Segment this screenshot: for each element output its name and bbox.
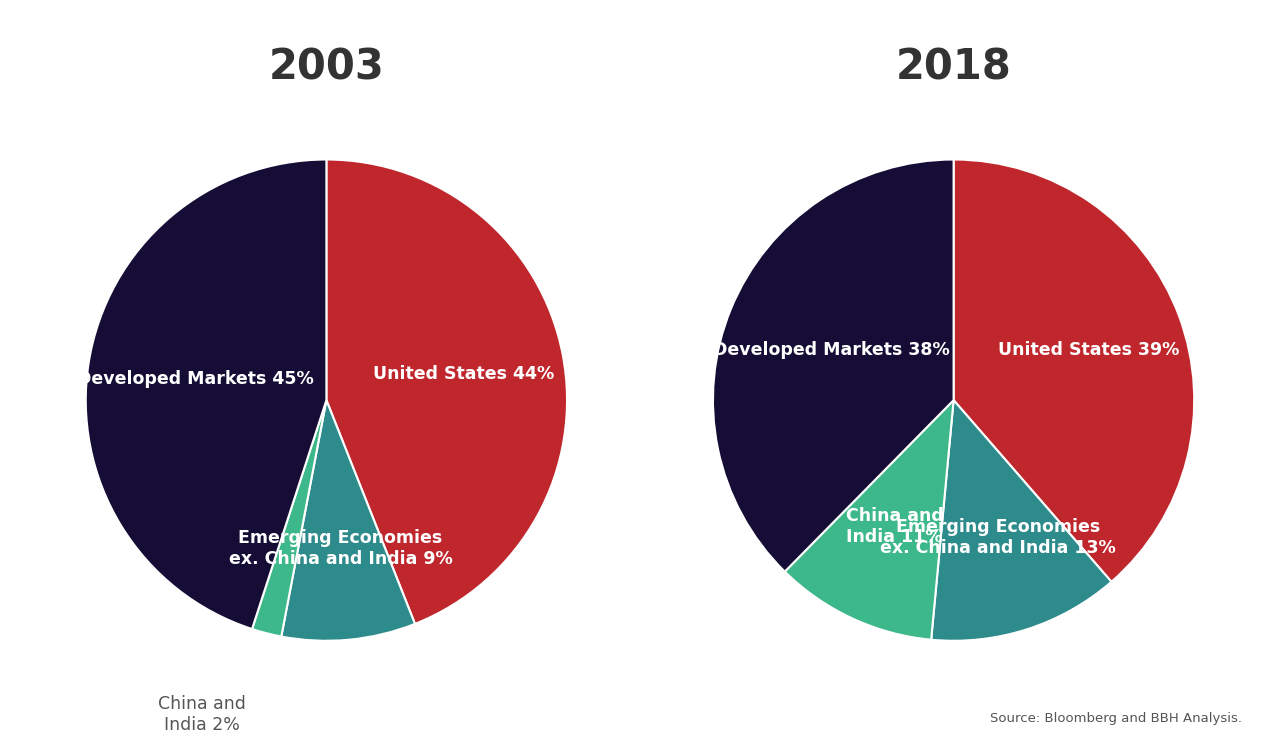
Text: United States 44%: United States 44%	[372, 365, 554, 383]
Title: 2003: 2003	[269, 47, 384, 89]
Wedge shape	[252, 400, 326, 637]
Text: China and
India 2%: China and India 2%	[157, 695, 246, 734]
Text: Source: Bloomberg and BBH Analysis.: Source: Bloomberg and BBH Analysis.	[989, 711, 1242, 725]
Wedge shape	[713, 159, 954, 571]
Wedge shape	[282, 400, 415, 641]
Wedge shape	[785, 400, 954, 639]
Title: 2018: 2018	[896, 47, 1011, 89]
Wedge shape	[326, 159, 567, 624]
Text: United States 39%: United States 39%	[998, 341, 1180, 359]
Text: Emerging Economies
ex. China and India 13%: Emerging Economies ex. China and India 1…	[879, 518, 1116, 557]
Text: Developed Markets 38%: Developed Markets 38%	[713, 341, 950, 359]
Text: COMPOSITION OF GLOBAL EQUITY MARKET CAPITALIZATION: COMPOSITION OF GLOBAL EQUITY MARKET CAPI…	[32, 22, 919, 48]
Wedge shape	[86, 159, 326, 629]
Text: Developed Markets 45%: Developed Markets 45%	[77, 370, 314, 388]
Text: China and
India 11%: China and India 11%	[846, 508, 943, 546]
Wedge shape	[954, 159, 1194, 582]
Text: Emerging Economies
ex. China and India 9%: Emerging Economies ex. China and India 9…	[229, 529, 452, 568]
Wedge shape	[931, 400, 1111, 641]
